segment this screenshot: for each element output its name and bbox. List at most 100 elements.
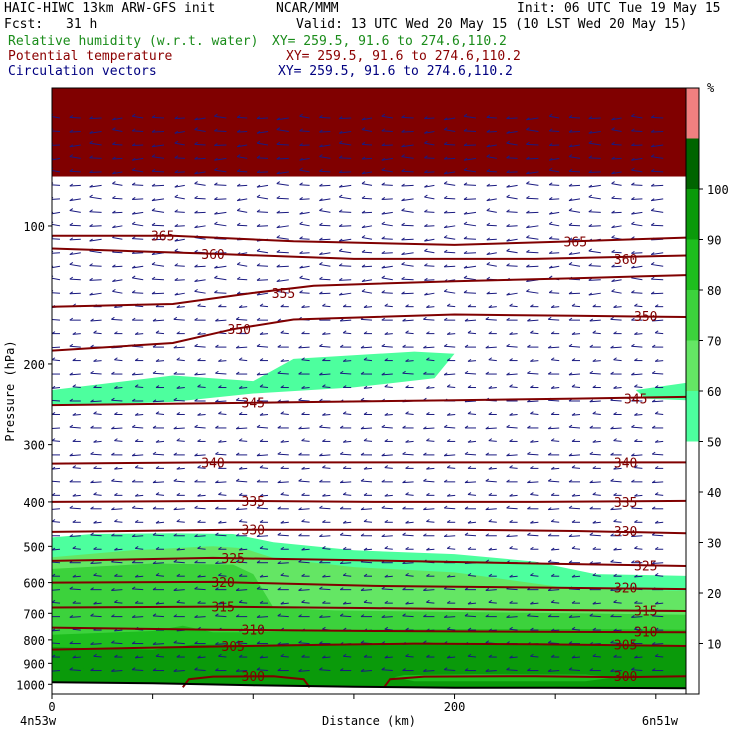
circulation-vector <box>112 183 123 186</box>
circulation-vector-head <box>402 613 406 617</box>
circulation-vector-head <box>527 344 531 348</box>
circulation-vector-head <box>568 154 573 158</box>
circulation-vector-head <box>360 614 365 618</box>
circulation-vector-head <box>631 157 635 161</box>
circulation-vector-head <box>259 332 264 335</box>
circulation-vector <box>589 534 601 537</box>
circulation-vector-head <box>93 546 97 550</box>
circulation-vector <box>526 225 539 229</box>
circulation-vector-head <box>131 560 136 564</box>
circulation-vector <box>214 130 227 132</box>
circulation-vector-head <box>339 451 344 455</box>
circulation-vector <box>548 670 560 672</box>
circulation-vector <box>381 157 393 161</box>
circulation-vector <box>548 346 560 349</box>
circulation-vector <box>530 655 539 658</box>
circulation-vector-head <box>131 641 136 644</box>
circulation-vector <box>405 655 414 658</box>
circulation-vector <box>256 225 269 227</box>
circulation-vector-head <box>360 397 365 401</box>
circulation-vector-head <box>69 479 74 483</box>
circulation-vector <box>239 520 248 523</box>
circulation-vector <box>548 318 560 321</box>
circulation-vector-head <box>631 424 635 428</box>
circulation-vector <box>90 400 102 403</box>
circulation-vector-head <box>194 343 198 347</box>
circulation-vector-head <box>174 170 179 173</box>
circulation-vector-head <box>530 572 534 576</box>
circulation-vector-head <box>342 653 347 657</box>
circulation-vector-head <box>592 465 597 469</box>
circulation-vector-head <box>610 668 614 672</box>
circulation-vector <box>277 615 289 618</box>
theta-contour-label: 300 <box>242 670 265 685</box>
theta-contour-label: 315 <box>634 604 657 619</box>
circulation-vector <box>426 306 435 308</box>
circulation-vector <box>176 601 185 604</box>
circulation-vector-head <box>112 279 116 282</box>
circulation-vector-head <box>446 332 451 335</box>
circulation-vector <box>631 115 643 119</box>
circulation-vector <box>363 467 373 470</box>
circulation-vector <box>259 575 269 578</box>
circulation-vector <box>69 170 81 173</box>
circulation-vector-head <box>509 412 513 416</box>
circulation-vector-head <box>423 426 427 430</box>
circulation-vector-head <box>384 574 389 578</box>
circulation-vector <box>215 643 227 645</box>
circulation-vector <box>506 373 518 376</box>
circulation-vector <box>361 143 373 146</box>
y-tick-label: 600 <box>23 577 45 591</box>
circulation-vector-head <box>194 534 198 537</box>
circulation-vector-head <box>173 588 178 591</box>
circulation-vector-head <box>423 588 427 591</box>
circulation-vector-head <box>424 116 428 120</box>
circulation-vector-head <box>72 574 77 578</box>
circulation-vector-head <box>611 141 615 145</box>
circulation-vector <box>588 292 601 296</box>
circulation-vector <box>592 602 601 605</box>
circulation-vector <box>256 616 269 618</box>
circulation-vector-head <box>467 358 472 362</box>
circulation-vector <box>218 440 227 443</box>
circulation-vector <box>568 144 581 148</box>
circulation-vector-head <box>530 385 534 388</box>
circulation-vector-head <box>277 532 282 536</box>
circulation-vector <box>256 279 269 281</box>
circulation-vector <box>634 333 643 335</box>
circulation-vector <box>363 548 373 551</box>
circulation-vector-head <box>631 128 635 132</box>
circulation-vector-head <box>401 262 405 265</box>
circulation-vector <box>132 238 144 240</box>
theta-contour-365 <box>52 234 686 246</box>
circulation-vector-head <box>423 345 427 349</box>
circulation-vector <box>276 279 289 283</box>
circulation-vector <box>444 171 456 175</box>
circulation-vector-head <box>381 667 386 671</box>
circulation-vector <box>588 157 601 159</box>
circulation-vector-head <box>298 640 302 644</box>
circulation-vector <box>301 601 310 604</box>
circulation-vector <box>588 130 601 134</box>
circulation-vector <box>506 130 518 134</box>
circulation-vector-head <box>443 479 448 483</box>
circulation-vector-head <box>276 171 281 175</box>
circulation-vector <box>463 211 477 215</box>
circulation-vector <box>549 157 560 161</box>
circulation-vector-head <box>276 156 281 160</box>
circulation-vector <box>655 360 664 362</box>
circulation-vector-head <box>611 181 615 184</box>
circulation-vector <box>571 413 581 416</box>
circulation-vector-head <box>423 614 427 618</box>
circulation-vector-head <box>467 465 472 469</box>
circulation-vector-head <box>381 250 386 254</box>
circulation-vector-head <box>114 492 118 496</box>
circulation-vector-head <box>506 372 510 376</box>
circulation-vector <box>651 156 664 159</box>
circulation-vector-head <box>194 264 198 268</box>
circulation-vector <box>549 252 560 254</box>
circulation-vector <box>52 116 61 119</box>
circulation-vector-head <box>197 358 201 361</box>
circulation-vector-head <box>631 197 635 200</box>
x-tick-label: 0 <box>48 700 55 714</box>
